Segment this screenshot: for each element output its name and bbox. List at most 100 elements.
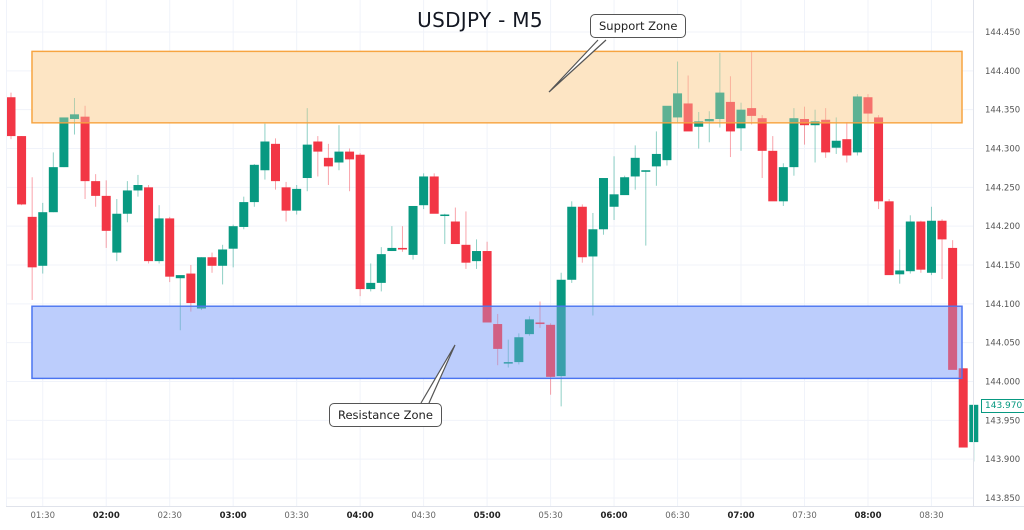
candle-body: [429, 176, 439, 214]
candle-body: [186, 273, 196, 304]
candle-body: [662, 105, 672, 161]
candle-body: [48, 167, 58, 213]
chart-title: USDJPY - M5: [417, 8, 543, 32]
candle-body: [620, 177, 630, 196]
support-callout-pointer: [548, 39, 607, 93]
price-tick-label: 144.400: [985, 67, 1020, 77]
resistance-zone-callout: Resistance Zone: [329, 403, 442, 427]
candle-body: [874, 117, 884, 202]
price-tick-label: 144.250: [985, 183, 1020, 193]
price-tick-label: 144.000: [985, 378, 1020, 388]
time-tick-label: 01:30: [30, 511, 55, 521]
candle-body: [556, 279, 566, 377]
candle-body: [715, 92, 725, 119]
candle-body: [6, 97, 16, 137]
candle-body: [725, 101, 735, 132]
price-tick-label: 144.050: [985, 339, 1020, 349]
candle-body: [884, 201, 894, 276]
resistance-callout-pointer: [420, 344, 456, 404]
candle-body: [535, 322, 545, 325]
last-price-label: 143.970: [981, 398, 1024, 413]
price-tick-label: 144.200: [985, 222, 1020, 232]
candle-body: [958, 368, 968, 448]
time-tick-label: 06:30: [665, 511, 690, 521]
candle-body: [789, 118, 799, 168]
candle-body: [397, 247, 407, 250]
candle-body: [323, 157, 333, 167]
candle-body: [630, 157, 640, 177]
candle-body: [863, 97, 873, 114]
time-tick-label: 08:30: [919, 511, 944, 521]
candle-body: [926, 220, 936, 273]
candle-body: [778, 167, 788, 202]
candle-body: [757, 118, 767, 151]
candle-body: [598, 178, 608, 230]
candle-body: [694, 121, 704, 127]
time-tick-label: 06:00: [601, 511, 628, 521]
price-tick-label: 144.150: [985, 261, 1020, 271]
candle-body: [800, 118, 809, 126]
candle-body: [747, 108, 757, 116]
candle-body: [567, 206, 577, 280]
candle-body: [38, 212, 48, 266]
support-zone: [31, 50, 963, 124]
candle-body: [175, 275, 185, 279]
candle-body: [937, 220, 947, 240]
candle-body: [852, 96, 862, 153]
candle-body: [514, 337, 524, 363]
candle-body: [577, 206, 587, 258]
price-tick-label: 144.350: [985, 106, 1020, 116]
candle-body: [419, 176, 429, 206]
candle-body: [17, 136, 27, 205]
candle-body: [366, 282, 376, 290]
candle-body: [482, 251, 492, 323]
candle-body: [493, 324, 503, 349]
time-tick-label: 08:00: [854, 511, 881, 521]
candle-body: [376, 254, 386, 283]
candle-body: [524, 319, 534, 335]
time-tick-label: 07:30: [792, 511, 817, 521]
time-tick-label: 03:00: [220, 511, 247, 521]
candle-body: [651, 153, 661, 167]
candle-body: [673, 93, 683, 118]
candle-body: [683, 103, 693, 132]
candle-body: [165, 218, 175, 277]
price-tick-label: 143.850: [985, 494, 1020, 504]
time-tick-label: 03:30: [284, 511, 309, 521]
candle-body: [916, 221, 926, 270]
candle-body: [144, 187, 154, 262]
resistance-zone-overlay: [31, 305, 963, 380]
candle-body: [641, 170, 651, 172]
candle-body: [239, 202, 249, 227]
candle-body: [821, 119, 831, 153]
candle-body: [609, 194, 619, 207]
candle-body: [408, 205, 418, 255]
price-tick-label: 143.900: [985, 455, 1020, 465]
candle-body: [133, 185, 143, 191]
time-tick-label: 02:00: [93, 511, 120, 521]
candle-body: [69, 114, 79, 119]
candle-body: [271, 143, 280, 182]
candle-body: [345, 151, 355, 160]
candle-body: [450, 221, 460, 245]
time-tick-label: 02:30: [157, 511, 182, 521]
candle-body: [228, 226, 238, 249]
candle-body: [736, 109, 746, 129]
time-tick-label: 05:00: [474, 511, 501, 521]
price-tick-label: 143.950: [985, 416, 1020, 426]
candle-body: [948, 247, 958, 370]
candle-body: [91, 181, 101, 196]
time-tick-label: 04:00: [347, 511, 374, 521]
candle-body: [842, 139, 852, 156]
candle-body: [334, 151, 344, 163]
candle-body: [122, 190, 132, 214]
candle-body: [546, 324, 556, 377]
candle-body: [80, 116, 90, 182]
candle-body: [218, 249, 228, 266]
candle-body: [154, 218, 164, 262]
candle-body: [249, 164, 259, 203]
candle-body: [895, 270, 905, 275]
candle-body: [768, 150, 778, 202]
